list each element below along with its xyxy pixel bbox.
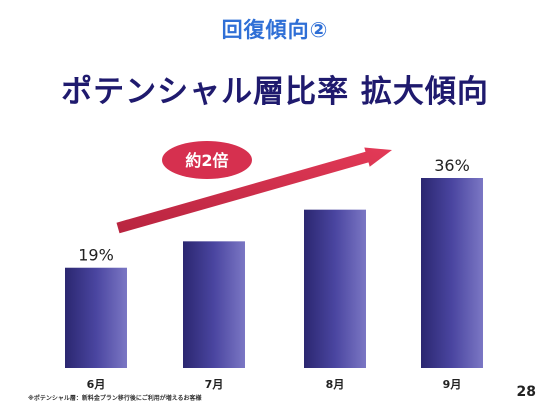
x-tick-label: 8月 <box>326 378 345 391</box>
annotation-label: 約2倍 <box>185 151 228 170</box>
x-tick-label: 7月 <box>205 378 224 391</box>
data-label: 36% <box>434 156 470 175</box>
slide-subtitle: 回復傾向② <box>221 18 329 42</box>
page-number: 28 <box>516 384 536 400</box>
x-tick-label: 6月 <box>87 378 106 391</box>
bar-6月 <box>65 267 127 368</box>
x-tick-label: 9月 <box>443 378 462 391</box>
annotation-badge <box>162 141 252 179</box>
slide-title: ポテンシャル層比率 拡大傾向 <box>61 74 489 110</box>
bar-9月 <box>421 178 483 368</box>
data-label: 19% <box>78 246 114 265</box>
growth-arrow <box>116 147 392 234</box>
bar-8月 <box>304 209 366 368</box>
footnote: ※ポテンシャル層：新料金プラン移行後にご利用が増えるお客様 <box>28 395 202 402</box>
bar-7月 <box>183 241 245 368</box>
